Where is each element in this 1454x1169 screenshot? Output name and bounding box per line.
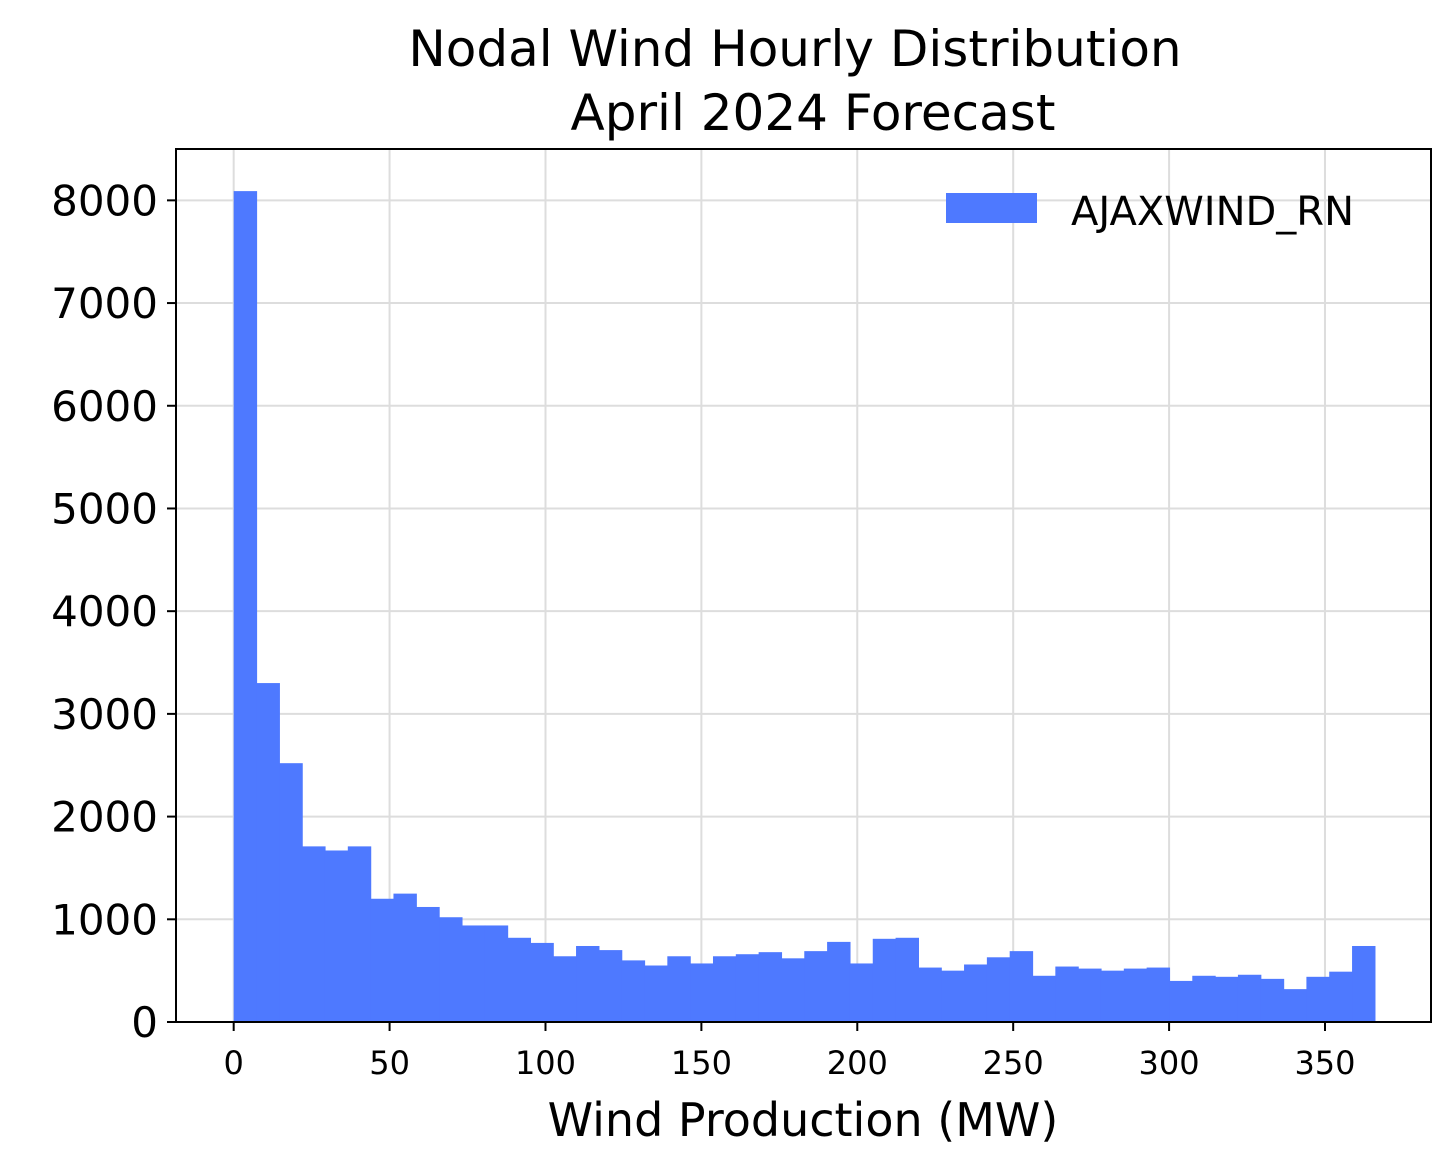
x-tick-label: 150	[671, 1044, 732, 1082]
histogram-bar	[576, 945, 600, 1022]
histogram-bar	[712, 956, 737, 1022]
x-tick-label: 350	[1294, 1044, 1355, 1082]
histogram-bar	[1306, 976, 1330, 1022]
y-tick-label: 6000	[51, 382, 158, 431]
y-tick-label: 1000	[51, 895, 158, 944]
histogram-bar	[1100, 970, 1125, 1022]
histogram-bar	[1123, 968, 1148, 1022]
y-tick-label: 3000	[51, 690, 158, 739]
x-tick-label: 100	[515, 1044, 576, 1082]
chart-title: Nodal Wind Hourly Distribution April 202…	[408, 20, 1181, 142]
y-tick-label: 4000	[51, 587, 158, 636]
x-tick-label: 0	[224, 1044, 244, 1082]
histogram-bar	[1078, 968, 1102, 1022]
y-tick-label: 0	[131, 998, 158, 1047]
histogram-bar	[735, 954, 760, 1022]
x-tick-label: 50	[369, 1044, 410, 1082]
histogram-bar	[1352, 945, 1376, 1022]
histogram-bar	[690, 963, 714, 1022]
histogram-bar	[1215, 976, 1239, 1022]
x-axis-label: Wind Production (MW)	[548, 1093, 1059, 1147]
histogram-bar	[347, 846, 372, 1022]
bars	[233, 191, 1376, 1023]
histogram-bar	[370, 898, 395, 1022]
y-tick-label: 7000	[51, 279, 158, 328]
histogram-bar	[781, 958, 805, 1022]
histogram-bar	[1032, 975, 1056, 1022]
histogram-bar	[1237, 974, 1262, 1022]
histogram-bar	[1055, 966, 1079, 1022]
histogram-bar	[484, 925, 509, 1022]
histogram-bar	[324, 850, 349, 1022]
histogram-bar	[256, 683, 280, 1022]
legend: AJAXWIND_RN	[946, 189, 1354, 235]
histogram-bar	[302, 846, 326, 1022]
histogram-bar	[667, 956, 691, 1022]
x-axis: 0 50 100 150 200 250 300 350	[224, 1022, 1356, 1082]
histogram-bar	[553, 956, 577, 1022]
histogram-bar	[849, 963, 874, 1022]
grid	[176, 149, 1431, 1023]
histogram-bar	[758, 952, 783, 1022]
histogram-bar	[279, 763, 303, 1022]
x-tick-label: 300	[1139, 1044, 1200, 1082]
histogram-bar	[644, 965, 668, 1022]
histogram-bar	[530, 942, 554, 1022]
histogram-bar	[986, 957, 1011, 1022]
histogram-bar	[416, 906, 440, 1022]
histogram-bar	[1283, 989, 1308, 1022]
histogram-bar	[1169, 980, 1193, 1022]
plot-area-frame	[175, 148, 1432, 1023]
histogram-bar	[461, 925, 486, 1022]
x-tick-label: 250	[983, 1044, 1044, 1082]
histogram-bar	[872, 938, 897, 1022]
histogram-bar	[598, 950, 623, 1022]
histogram-bar	[439, 917, 463, 1022]
histogram-bar	[1146, 967, 1171, 1022]
legend-label-ajaxwind: AJAXWIND_RN	[1071, 189, 1354, 235]
y-tick-label: 2000	[51, 793, 158, 842]
y-tick-label: 8000	[51, 176, 158, 225]
histogram-bar	[895, 937, 919, 1022]
histogram-bar	[621, 960, 646, 1022]
histogram-bar	[1260, 978, 1285, 1022]
histogram-bar	[804, 951, 828, 1022]
histogram-bar	[233, 191, 258, 1023]
histogram-bar	[964, 964, 988, 1022]
histogram-bar	[827, 941, 851, 1022]
histogram-bar	[941, 970, 965, 1022]
x-tick-label: 200	[827, 1044, 888, 1082]
y-tick-label: 5000	[51, 484, 158, 533]
histogram-bar	[393, 893, 417, 1022]
histogram-bar	[1009, 951, 1034, 1022]
histogram-bar	[918, 967, 942, 1022]
histogram-bar	[507, 937, 531, 1022]
histogram-bar	[1192, 975, 1216, 1022]
legend-swatch-ajaxwind	[946, 193, 1037, 223]
histogram-bar	[1329, 971, 1353, 1022]
chart-title-line-1: Nodal Wind Hourly Distribution	[408, 20, 1181, 78]
chart-title-line-2: April 2024 Forecast	[571, 84, 1056, 142]
y-axis: 0 1000 2000 3000 4000 5000 6000 7000 8000	[51, 176, 176, 1047]
